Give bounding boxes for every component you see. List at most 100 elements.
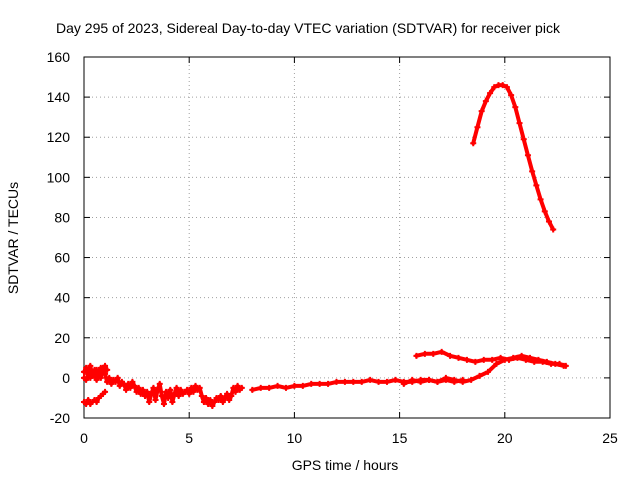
data-point: [169, 398, 176, 405]
x-tick-label: 25: [602, 430, 618, 446]
data-point: [472, 358, 479, 365]
data-point: [190, 388, 197, 395]
data-point: [150, 384, 157, 391]
data-point: [165, 394, 172, 401]
data-point: [476, 372, 483, 379]
data-point: [144, 388, 151, 395]
data-point: [139, 386, 146, 393]
data-point: [93, 366, 100, 373]
data-point: [514, 354, 521, 361]
data-point: [97, 374, 104, 381]
data-point: [400, 380, 407, 387]
data-point: [234, 382, 241, 389]
data-point: [459, 378, 466, 385]
data-point: [135, 384, 142, 391]
data-point: [156, 380, 163, 387]
y-tick-label: 60: [54, 250, 70, 266]
data-point: [499, 82, 506, 89]
data-point: [148, 390, 155, 397]
data-point: [291, 382, 298, 389]
data-point: [207, 396, 214, 403]
data-point: [539, 358, 546, 365]
data-point: [537, 196, 544, 203]
data-point: [417, 378, 424, 385]
data-point: [184, 386, 191, 393]
data-point: [503, 84, 510, 91]
data-point: [83, 364, 90, 371]
data-point: [196, 384, 203, 391]
data-point: [442, 374, 449, 381]
data-point: [438, 348, 445, 355]
series-low-noisy-1: [82, 363, 244, 408]
data-point: [146, 398, 153, 405]
data-point: [358, 378, 365, 385]
data-point: [116, 382, 123, 389]
data-point: [491, 84, 498, 91]
data-point: [104, 378, 111, 385]
data-point: [106, 374, 113, 381]
data-point: [97, 364, 104, 371]
data-point: [350, 378, 357, 385]
data-point: [142, 392, 149, 399]
data-point: [129, 378, 136, 385]
y-axis-label: SDTVAR / TECUs: [5, 182, 21, 294]
data-point: [154, 386, 161, 393]
data-point: [249, 386, 256, 393]
data-point: [81, 368, 87, 375]
chart-title: Day 295 of 2023, Sidereal Day-to-day VTE…: [56, 20, 561, 36]
data-point: [192, 382, 199, 389]
data-point: [171, 390, 178, 397]
data-point: [160, 400, 167, 407]
data-point: [375, 378, 382, 385]
x-axis-ticks: 0 5 10 15 20 25: [80, 57, 618, 446]
data-point: [487, 90, 494, 97]
data-point: [524, 152, 531, 159]
data-point: [232, 388, 239, 395]
data-point: [87, 374, 94, 381]
data-point: [158, 392, 165, 399]
data-point: [484, 368, 491, 375]
y-tick-label: 100: [47, 169, 71, 185]
y-tick-label: 40: [54, 290, 70, 306]
data-point: [489, 356, 496, 363]
data-point: [451, 376, 458, 383]
data-point: [198, 392, 205, 399]
x-tick-label: 10: [287, 430, 303, 446]
data-point: [112, 378, 119, 385]
data-point: [409, 376, 416, 383]
y-tick-label: 20: [54, 330, 70, 346]
data-point: [209, 402, 216, 409]
plot-frame: [83, 56, 611, 419]
data-point: [341, 378, 348, 385]
data-point: [221, 394, 228, 401]
data-point: [219, 398, 226, 405]
y-tick-label: 120: [47, 129, 71, 145]
data-point: [512, 104, 519, 111]
data-point: [205, 400, 212, 407]
data-point: [430, 350, 437, 357]
x-tick-label: 0: [80, 430, 88, 446]
data-point: [177, 386, 184, 393]
data-point: [266, 384, 273, 391]
data-point: [200, 398, 207, 405]
data-point: [167, 386, 174, 393]
data-point: [316, 380, 323, 387]
data-point: [478, 108, 485, 115]
data-point: [93, 398, 100, 405]
data-point: [545, 218, 552, 225]
data-point: [215, 396, 222, 403]
data-point: [282, 384, 289, 391]
data-point: [238, 384, 245, 391]
data-point: [186, 390, 193, 397]
data-point: [541, 208, 548, 215]
data-point: [550, 226, 557, 233]
data-point: [413, 352, 420, 359]
data-point: [224, 390, 231, 397]
data-point: [91, 372, 98, 379]
data-point: [529, 168, 536, 175]
data-point: [211, 398, 218, 405]
data-point: [83, 376, 90, 383]
data-point: [85, 370, 92, 377]
data-point: [367, 376, 374, 383]
data-point: [228, 392, 235, 399]
